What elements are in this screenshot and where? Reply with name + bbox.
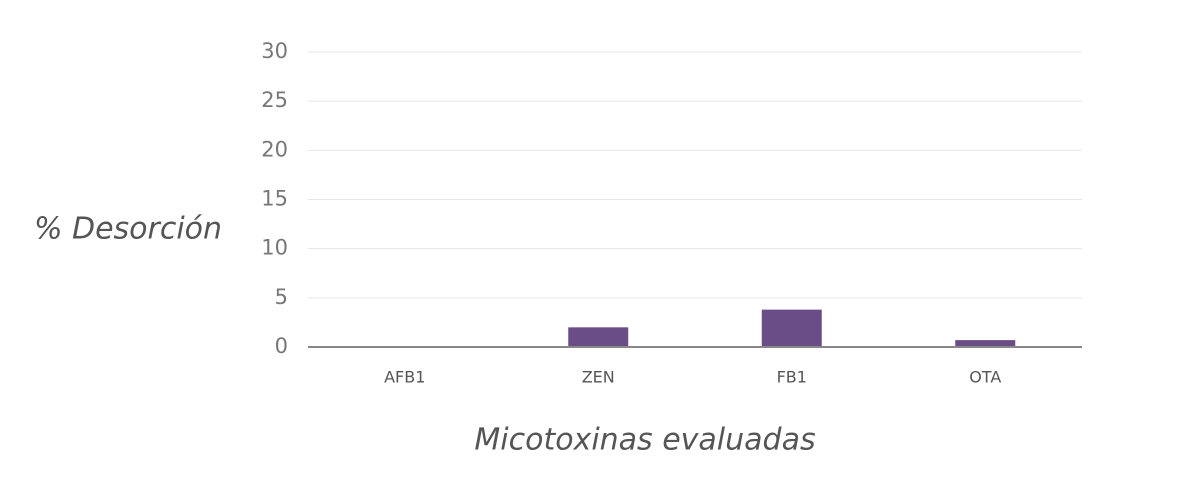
y-tick-label: 0 xyxy=(275,334,288,358)
x-tick-label: FB1 xyxy=(777,368,807,387)
bar xyxy=(955,340,1016,347)
bar xyxy=(761,309,822,347)
y-tick-label: 5 xyxy=(275,285,288,309)
x-axis-title: Micotoxinas evaluadas xyxy=(474,423,815,458)
x-tick-label: OTA xyxy=(969,368,1001,387)
x-tick-label: ZEN xyxy=(582,368,615,387)
x-tick-label: AFB1 xyxy=(384,368,425,387)
y-axis-title: % Desorción xyxy=(34,212,222,247)
y-tick-label: 30 xyxy=(261,39,288,63)
y-tick-label: 25 xyxy=(261,88,288,112)
y-tick-label: 20 xyxy=(261,137,288,161)
y-tick-label: 15 xyxy=(261,187,288,211)
y-tick-label: 10 xyxy=(261,236,288,260)
bar xyxy=(568,327,629,347)
